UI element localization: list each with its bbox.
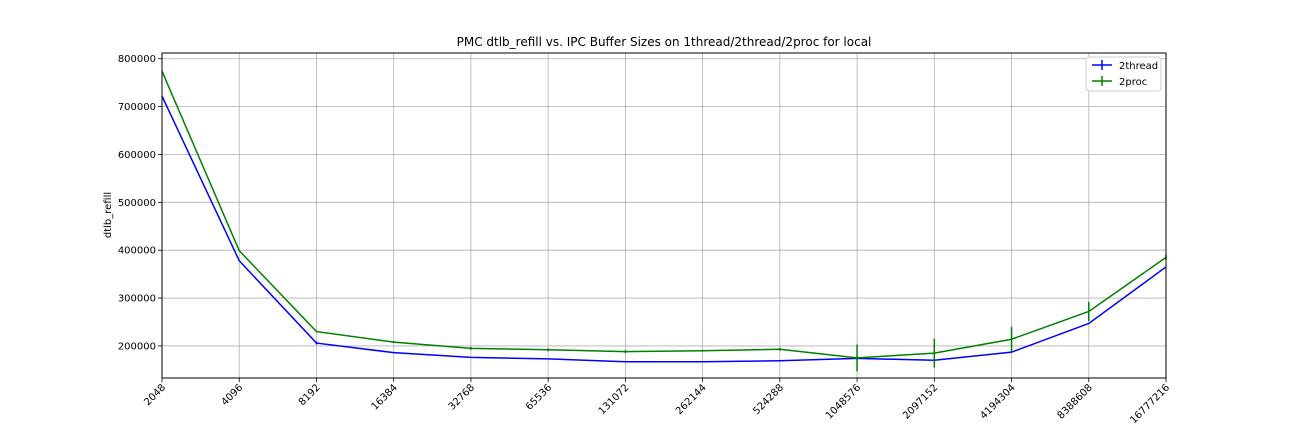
series-line-2thread [161, 95, 1167, 363]
plot-frame [161, 52, 1167, 379]
y-tick-label: 600000 [118, 150, 156, 161]
y-axis-ticks: 200000 300000 400000 500000 600000 700000 8000… [118, 54, 162, 352]
legend: 2thread 2proc [1085, 56, 1162, 92]
chart-title: PMC dtlb_refill vs. IPC Buffer Sizes on … [457, 35, 872, 49]
legend-label-2proc: 2proc [1119, 77, 1147, 88]
y-tick-label: 800000 [118, 54, 156, 65]
y-tick-label: 400000 [118, 246, 156, 257]
series-line-2proc [161, 70, 1167, 359]
series-layer [161, 70, 1167, 372]
y-tick-label: 500000 [118, 198, 156, 209]
y-tick-label: 200000 [118, 341, 156, 352]
y-axis-label: dtlb_refill [103, 192, 114, 238]
y-tick-label: 700000 [118, 102, 156, 113]
legend-label-2thread: 2thread [1119, 61, 1158, 72]
grid [161, 53, 1167, 378]
y-tick-label: 300000 [118, 294, 156, 305]
